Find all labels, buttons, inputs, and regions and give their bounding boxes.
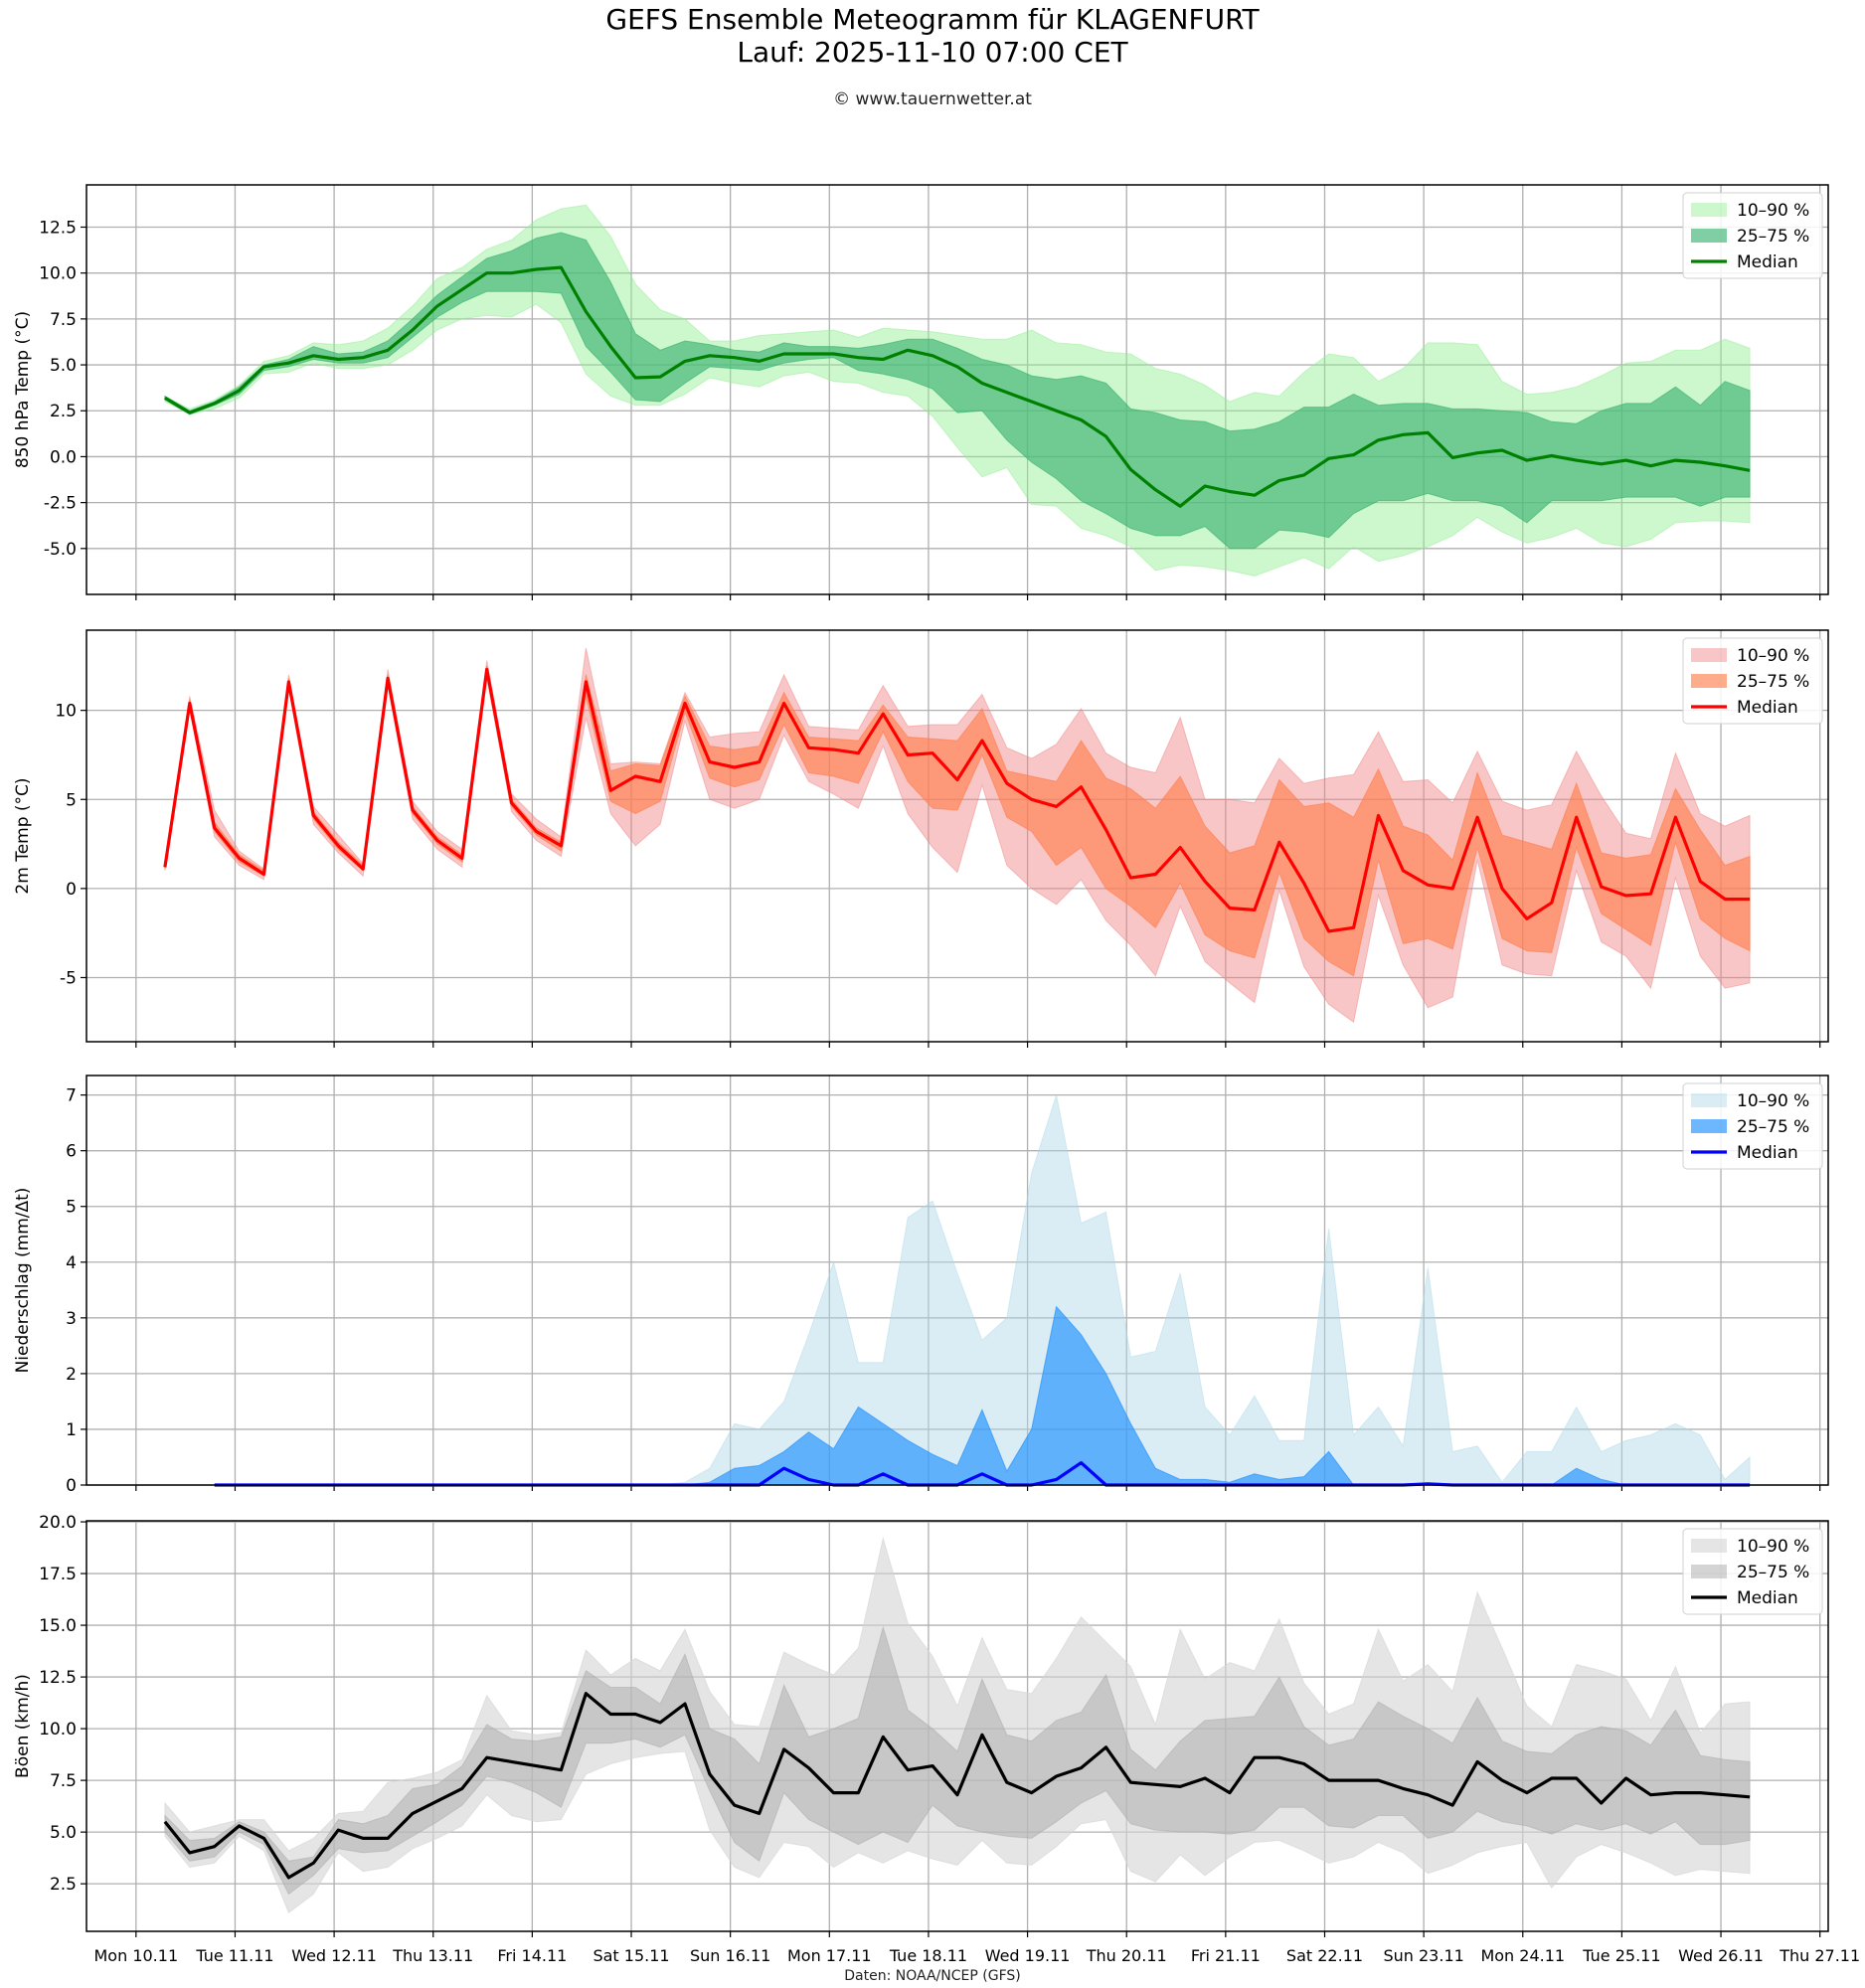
y-tick-label: 5.0: [50, 356, 77, 376]
x-tick-label: Sun 23.11: [1383, 1946, 1463, 1965]
band-10-90: [164, 1536, 1751, 1914]
x-tick-label: Fri 21.11: [1191, 1946, 1261, 1965]
legend: 10–90 % 25–75 % Median: [1682, 1082, 1823, 1170]
y-tick-label: 5.0: [50, 1823, 77, 1843]
legend: 10–90 % 25–75 % Median: [1682, 637, 1823, 725]
y-tick-label: 0: [66, 1476, 77, 1496]
legend-label: Median: [1737, 1143, 1798, 1163]
y-tick-label: 15.0: [39, 1616, 77, 1636]
legend-label: 10–90 %: [1737, 1091, 1809, 1111]
y-axis-label: Niederschlag (mm/Δt): [13, 1188, 33, 1374]
y-tick-label: 2: [66, 1365, 77, 1385]
legend-label: 10–90 %: [1737, 1537, 1809, 1557]
x-tick-label: Mon 17.11: [787, 1946, 872, 1965]
legend-box: [1682, 1082, 1823, 1170]
panel-3: 0 1 2 3 4 5 6 7 Niederschlag (mm/Δt) 10–90 % 25–75…: [13, 1075, 1829, 1496]
x-tick-label: Thu 27.11: [1779, 1946, 1860, 1965]
legend-label: Median: [1737, 698, 1798, 718]
legend-swatch: [1691, 203, 1727, 217]
y-tick-label: 7.5: [50, 310, 77, 330]
legend-swatch: [1691, 674, 1727, 688]
band-25-75: [164, 665, 1751, 977]
chart-title-line1: GEFS Ensemble Meteogramm für KLAGENFURT: [605, 3, 1260, 36]
y-tick-label: 10.0: [39, 264, 77, 284]
legend-swatch: [1691, 1119, 1727, 1133]
panel-1: -5.0 -2.5 0.0 2.5 5.0 7.5 10.0 12.5 850 hPa Temp…: [13, 184, 1829, 600]
y-tick-label: -5: [60, 968, 77, 988]
y-tick-label: 7.5: [50, 1771, 77, 1791]
x-tick-label: Mon 24.11: [1480, 1946, 1565, 1965]
band-10-90: [164, 647, 1751, 1024]
legend-label: 25–75 %: [1737, 227, 1809, 247]
legend-swatch: [1691, 1565, 1727, 1578]
x-tick-label: Sat 22.11: [1286, 1946, 1363, 1965]
x-tick-label: Tue 25.11: [1582, 1946, 1660, 1965]
y-tick-label: 10: [55, 702, 77, 722]
y-tick-label: 5: [66, 790, 77, 810]
y-tick-label: 7: [66, 1086, 77, 1106]
x-tick-label: Thu 13.11: [392, 1946, 473, 1965]
credit-text: © www.tauernwetter.at: [833, 89, 1032, 109]
y-tick-label: 2.5: [50, 1875, 77, 1895]
legend-label: 25–75 %: [1737, 1563, 1809, 1582]
y-tick-label: 20.0: [39, 1513, 77, 1533]
legend-swatch: [1691, 229, 1727, 243]
x-tick-label: Sun 16.11: [690, 1946, 770, 1965]
x-tick-label: Wed 19.11: [985, 1946, 1071, 1965]
panel-2: -5 0 5 10 2m Temp (°C) 10–90 % 25–75 % Median: [13, 629, 1829, 1048]
y-tick-label: 6: [66, 1142, 77, 1162]
y-tick-label: -2.5: [44, 494, 77, 514]
y-axis-label: Böen (km/h): [13, 1674, 33, 1778]
x-tick-label: Thu 20.11: [1086, 1946, 1167, 1965]
x-tick-label: Sat 15.11: [593, 1946, 669, 1965]
y-tick-label: 0: [66, 880, 77, 900]
y-tick-label: 1: [66, 1420, 77, 1440]
band-25-75: [164, 232, 1751, 550]
legend-swatch: [1691, 1539, 1727, 1553]
y-tick-label: 5: [66, 1198, 77, 1218]
data-source-footer: Daten: NOAA/NCEP (GFS): [844, 1968, 1021, 1984]
legend-label: 10–90 %: [1737, 201, 1809, 221]
y-tick-label: 10.0: [39, 1720, 77, 1740]
y-tick-label: -5.0: [44, 540, 77, 560]
x-tick-label: Wed 26.11: [1678, 1946, 1764, 1965]
band-25-75: [164, 1625, 1751, 1896]
panel-4: Mon 10.11 Tue 11.11 Wed 12.11 Thu 13.11 Fri …: [13, 1513, 1860, 1965]
legend: 10–90 % 25–75 % Median: [1682, 1528, 1823, 1615]
y-tick-label: 12.5: [39, 1668, 77, 1688]
y-tick-label: 17.5: [39, 1565, 77, 1584]
x-tick-label: Wed 12.11: [291, 1946, 377, 1965]
legend-box: [1682, 637, 1823, 725]
legend-label: 25–75 %: [1737, 1117, 1809, 1137]
legend-swatch: [1691, 648, 1727, 662]
y-tick-label: 3: [66, 1309, 77, 1329]
legend-label: Median: [1737, 252, 1798, 272]
y-tick-label: 0.0: [50, 447, 77, 467]
axes-frame: [85, 1520, 1829, 1932]
x-tick-label: Fri 14.11: [497, 1946, 567, 1965]
legend-label: 25–75 %: [1737, 672, 1809, 692]
chart-title-line2: Lauf: 2025-11-10 07:00 CET: [737, 36, 1128, 69]
y-tick-label: 4: [66, 1253, 77, 1273]
y-axis-label: 850 hPa Temp (°C): [13, 311, 33, 468]
axes-frame: [85, 184, 1829, 595]
y-axis-label: 2m Temp (°C): [13, 777, 33, 894]
x-tick-label: Tue 11.11: [195, 1946, 273, 1965]
axes-frame: [85, 1075, 1829, 1486]
legend-box: [1682, 192, 1823, 279]
axes-frame: [85, 629, 1829, 1043]
legend: 10–90 % 25–75 % Median: [1682, 192, 1823, 279]
legend-label: 10–90 %: [1737, 646, 1809, 666]
legend-label: Median: [1737, 1588, 1798, 1608]
y-tick-label: 12.5: [39, 218, 77, 238]
y-tick-label: 2.5: [50, 402, 77, 421]
legend-swatch: [1691, 1093, 1727, 1107]
x-tick-label: Tue 18.11: [889, 1946, 967, 1965]
x-tick-label: Mon 10.11: [94, 1946, 179, 1965]
